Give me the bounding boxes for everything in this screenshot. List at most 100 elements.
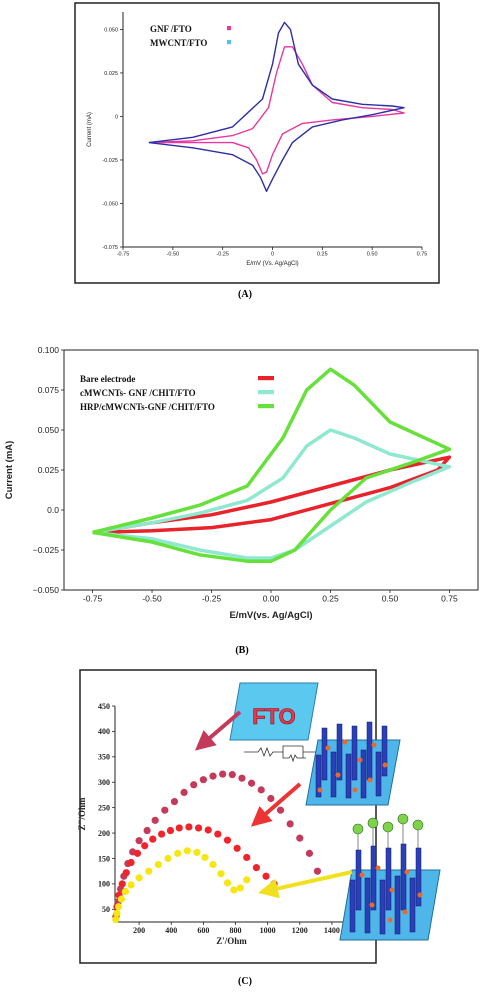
series-1-point: [204, 826, 212, 834]
series-2-point: [117, 895, 126, 903]
panel-c-label: (C): [238, 976, 252, 987]
x-tick-label: -0.75: [83, 594, 103, 604]
arrow-to-fto-curve: [194, 710, 242, 751]
legend-entry-marker: [258, 404, 274, 409]
series-2-point: [183, 847, 191, 855]
series-2-point: [154, 860, 162, 869]
panel-a-label: (A): [238, 289, 252, 300]
x-tick-label: -0.25: [216, 252, 229, 258]
x-tick-label: 0.00: [263, 594, 280, 604]
series-0-point: [238, 774, 246, 782]
series-0-point: [135, 837, 143, 845]
series-1-line: [92, 428, 452, 560]
series-1-point: [175, 824, 183, 832]
legend-entry-marker: [227, 40, 231, 45]
y-tick-label: -0.075: [102, 245, 118, 251]
y-tick-label: 400: [98, 727, 110, 736]
series-0-point: [296, 834, 304, 842]
y-tick-label: 250: [98, 803, 110, 812]
y-tick-label: 0.050: [38, 425, 60, 435]
x-tick-label: 0.25: [317, 252, 328, 258]
series-0-point: [313, 867, 322, 875]
series-2-point: [114, 903, 123, 911]
series-2-point: [135, 874, 143, 882]
series-0-point: [143, 826, 151, 835]
series-0-point: [190, 781, 198, 789]
y-tick-label: -0.025: [102, 158, 118, 164]
x-tick-label: -0.50: [167, 252, 180, 258]
panel-c-frame: [79, 669, 377, 964]
x-tick-label: 1200: [292, 926, 308, 935]
series-0-point: [305, 849, 314, 857]
y-axis-label: Current (mA): [4, 441, 15, 500]
series-2-point: [145, 867, 153, 875]
series-1-point: [270, 880, 278, 888]
arrow-to-enzyme-curve: [258, 870, 353, 899]
series-1-point: [118, 880, 126, 888]
legend-entry-label: MWCNT/FTO: [150, 38, 207, 48]
x-tick-label: 0.75: [417, 252, 428, 258]
series-2-point: [223, 879, 232, 887]
enzyme-electrode-illustration: [339, 813, 441, 941]
x-tick-label: 200: [133, 926, 145, 935]
y-tick-label: 0.050: [104, 27, 118, 33]
series-1-point: [252, 864, 261, 872]
panel-a-axes: -0.75 -0.50 -0.25 0 0.25 0.50 0.75 -0.075 -0.050…: [87, 12, 427, 267]
y-tick-label: 200: [98, 829, 110, 838]
x-tick-label: -0.75: [117, 252, 130, 258]
series-2-point: [127, 881, 135, 889]
legend-entry-label: cMWCNTs- GNF /CHIT/FTO: [80, 388, 196, 398]
series-1-point: [194, 824, 203, 832]
series-1-point: [262, 872, 270, 880]
panel-c-axes: 200 400 600 800 1000 1200 1400 50 100 150 200 250 30…: [77, 702, 348, 946]
x-tick-label: -0.50: [142, 594, 162, 604]
y-tick-label: 150: [98, 854, 110, 863]
panel-b-axes: -0.75 -0.50 -0.25 0.00 0.25 0.50 0.75 −0.050 −0.…: [4, 345, 479, 621]
legend-entry-label: HRP/cMWCNTs-GNF /CHIT/FTO: [80, 402, 215, 412]
y-axis-label: Z"/Ohm: [77, 797, 87, 831]
legend-entry-marker: [258, 376, 274, 381]
x-tick-label: 0: [271, 252, 274, 258]
series-0-point: [276, 806, 285, 814]
x-tick-label: 0.25: [322, 594, 339, 604]
equivalent-circuit-icon: [244, 745, 317, 763]
series-1-point: [158, 830, 166, 838]
legend-entry-marker: [258, 390, 274, 395]
x-tick-label: 400: [165, 926, 177, 935]
series-0-point: [161, 806, 169, 814]
x-axis-label: E/mV(vs. Ag/AgCl): [229, 610, 312, 621]
series-0-point: [247, 779, 256, 787]
series-2-point: [230, 886, 238, 894]
fto-label: FTO: [252, 704, 296, 729]
series-1-point: [133, 849, 142, 857]
plot-area-frame: [63, 349, 479, 591]
y-tick-label: 100: [98, 880, 110, 889]
y-tick-label: −0.050: [33, 585, 60, 595]
series-0-point: [209, 772, 217, 780]
arrow-to-modified-curve: [250, 782, 302, 827]
series-2-point: [121, 887, 130, 896]
x-tick-label: -0.25: [202, 594, 222, 604]
series-0-point: [170, 797, 179, 806]
y-tick-label: 450: [98, 702, 110, 711]
y-tick-label: 0.100: [38, 345, 60, 355]
series-0-line: [92, 455, 452, 535]
legend-entry-label: Bare electrode: [80, 374, 135, 384]
series-0-point: [180, 788, 188, 797]
series-0-point: [228, 771, 236, 779]
y-tick-label: 0.025: [38, 465, 60, 475]
y-tick-label: 350: [98, 753, 110, 762]
series-1-point: [149, 835, 157, 843]
series-1-point: [141, 842, 149, 850]
x-tick-label: 800: [230, 926, 242, 935]
y-tick-label: −0.025: [33, 545, 60, 555]
series-0-line: [148, 46, 405, 175]
series-0-point: [286, 820, 294, 828]
series-2-point: [193, 848, 201, 856]
y-axis-label: Current (mA): [87, 112, 93, 147]
panel-c: 200 400 600 800 1000 1200 1400 50 100 150 200 250 30…: [77, 669, 441, 987]
series-0-point: [199, 776, 207, 784]
legend-entry-marker: [227, 26, 231, 31]
x-tick-label: 0.50: [382, 594, 399, 604]
